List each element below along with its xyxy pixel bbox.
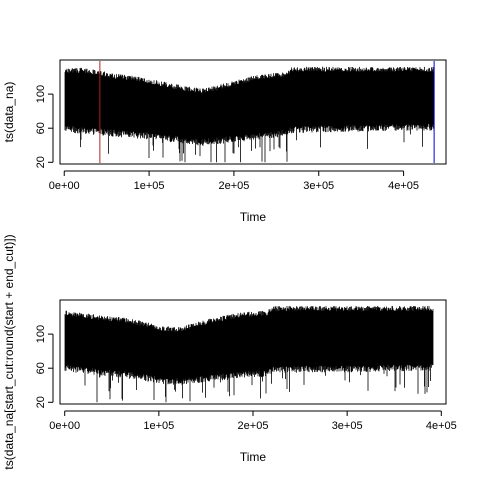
y-axis-title: ts(data_na[start_cut:round(start + end_c…: [2, 234, 16, 469]
x-axis: 0e+00 1e+05 2e+05 3e+05 4e+05: [49, 410, 457, 432]
plot-frame: [59, 59, 447, 165]
panel-top: 0e+00 1e+05 2e+05 3e+05 4e+05 20 60 100 Time t…: [2, 59, 447, 224]
x-tick-label: 1e+05: [143, 420, 174, 432]
x-tick-label: 3e+05: [303, 180, 334, 192]
series-line: [64, 306, 434, 403]
y-tick-label: 60: [35, 122, 47, 134]
x-axis-title: Time: [240, 210, 267, 224]
y-tick-label: 100: [35, 325, 47, 343]
series-layer: [64, 66, 435, 163]
series-layer: [64, 306, 434, 403]
x-tick-label: 1e+05: [134, 180, 165, 192]
plot-frame: [59, 299, 447, 405]
y-tick-label: 100: [35, 85, 47, 103]
y-tick-label: 60: [35, 362, 47, 374]
x-tick-label: 3e+05: [332, 420, 363, 432]
x-tick-label: 2e+05: [218, 180, 249, 192]
y-tick-label: 20: [35, 156, 47, 168]
x-axis-title: Time: [240, 450, 267, 464]
x-tick-label: 4e+05: [426, 420, 457, 432]
x-tick-label: 4e+05: [388, 180, 419, 192]
y-axis-title: ts(data_na): [2, 82, 16, 143]
panel-bottom: 0e+00 1e+05 2e+05 3e+05 4e+05 20 60 100 Time t…: [2, 234, 457, 469]
x-axis: 0e+00 1e+05 2e+05 3e+05 4e+05: [49, 170, 419, 192]
y-axis: 20 60 100: [35, 85, 54, 168]
x-tick-label: 2e+05: [238, 420, 269, 432]
x-tick-label: 0e+00: [49, 180, 80, 192]
vline-layer: [99, 61, 435, 163]
x-tick-label: 0e+00: [49, 420, 80, 432]
y-axis: 20 60 100: [35, 325, 54, 408]
y-tick-label: 20: [35, 396, 47, 408]
series-line: [64, 66, 435, 163]
